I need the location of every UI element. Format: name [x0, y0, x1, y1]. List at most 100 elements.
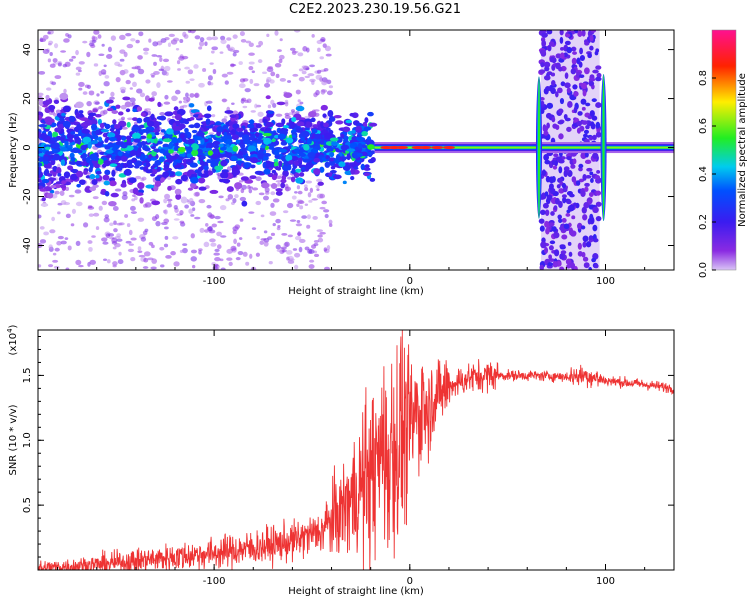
- broadband-dot: [559, 225, 565, 232]
- broadband-dot: [555, 91, 559, 98]
- spectrogram-noise-dot: [74, 189, 82, 194]
- spectrogram-noise-dot: [298, 76, 305, 82]
- spectrogram-noise-dot: [286, 202, 294, 209]
- x-tick-label: 0: [407, 276, 413, 287]
- spectrogram-signal-dot: [261, 182, 270, 189]
- spectrogram-signal-dot: [67, 165, 74, 171]
- spectrogram-noise-dot: [113, 220, 117, 225]
- broadband-dot: [588, 235, 594, 240]
- broadband-dot: [563, 223, 570, 230]
- spectrogram-signal-dot: [74, 139, 80, 144]
- broadband-dot: [584, 182, 590, 187]
- spectrogram-noise-dot: [297, 232, 302, 236]
- spectrogram-noise-dot: [301, 70, 307, 75]
- spectrogram-noise-dot: [183, 96, 187, 101]
- spectrogram-signal-dot: [115, 134, 122, 142]
- spectrogram-noise-dot: [306, 214, 311, 220]
- spectrogram-signal-dot: [107, 132, 116, 138]
- spectrogram-signal-dot: [357, 142, 363, 149]
- broadband-dot: [545, 112, 552, 119]
- spectrogram-signal-dot: [305, 163, 312, 170]
- spectrogram-noise-dot: [100, 69, 107, 75]
- broadband-dot: [548, 245, 554, 251]
- broadband-dot: [557, 214, 562, 220]
- snr-xlabel: Height of straight line (km): [288, 586, 424, 597]
- broadband-dot: [564, 117, 571, 122]
- colorbar: 0.0 0.2 0.4 0.6 0.8 Normalized spectral ampl…: [698, 29, 748, 278]
- spectrogram-noise-dot: [251, 70, 256, 74]
- spectrogram-noise-dot: [75, 201, 83, 207]
- broadband-dot: [595, 65, 602, 70]
- broadband-dot: [539, 49, 547, 55]
- spectrogram-noise-dot: [173, 218, 180, 221]
- spectrogram-noise-dot: [199, 227, 205, 233]
- spectrogram-signal-dot: [356, 136, 364, 142]
- x-tick-label: -100: [203, 276, 226, 287]
- spectrogram-noise-dot: [304, 75, 311, 79]
- spectrogram-noise-dot: [131, 198, 136, 202]
- spectrogram-noise-dot: [82, 222, 89, 228]
- spectrogram-signal-dot: [108, 200, 117, 207]
- colorbar-ticks: 0.0 0.2 0.4 0.6 0.8: [698, 70, 716, 278]
- spectrogram-signal-dot: [152, 120, 160, 128]
- spectrogram-signal-dot: [300, 166, 306, 171]
- spectrogram-noise-dot: [163, 218, 170, 224]
- broadband-dot: [570, 68, 577, 75]
- broadband-dot: [595, 76, 602, 82]
- x-tick-label: 100: [596, 276, 615, 287]
- spectrogram-signal-dot: [225, 147, 235, 153]
- spectrogram-signal-dot: [276, 101, 286, 106]
- spectrogram-signal-dot: [274, 165, 280, 171]
- spectrogram-noise-dot: [164, 193, 171, 200]
- spectrogram-noise-dot: [46, 87, 52, 91]
- spectrogram-signal-dot: [146, 120, 155, 127]
- spectrogram-signal-dot: [95, 129, 100, 135]
- broadband-dot: [564, 33, 571, 38]
- broadband-dot: [586, 167, 593, 172]
- spectrogram-noise-dot: [208, 132, 215, 135]
- spectrogram-noise-dot: [276, 175, 282, 180]
- spectrogram-noise-dot: [256, 235, 260, 240]
- broadband-dot: [545, 197, 551, 204]
- spectrogram-noise-dot: [257, 111, 264, 117]
- spectrogram-noise-dot: [190, 249, 197, 254]
- broadband-dot: [553, 205, 558, 211]
- spectrogram-signal-dot: [295, 168, 302, 173]
- broadband-dot: [549, 56, 555, 63]
- spectrogram-noise-dot: [156, 54, 163, 58]
- broadband-dot: [551, 116, 556, 123]
- spectrogram-noise-dot: [258, 40, 264, 46]
- spectrogram-noise-dot: [132, 101, 136, 106]
- spectrogram-signal-dot: [54, 190, 60, 195]
- spectrogram-signal-dot: [51, 149, 60, 154]
- spectrogram-noise-dot: [304, 184, 308, 188]
- spectrogram-noise-dot: [194, 93, 199, 98]
- spectrogram-noise-dot: [48, 40, 54, 45]
- spectrogram-noise-dot: [82, 40, 88, 44]
- spectrogram-noise-dot: [291, 50, 297, 56]
- spectrogram-noise-dot: [278, 54, 285, 60]
- spectrogram-noise-dot: [315, 74, 323, 80]
- spectrogram-signal-dot: [367, 144, 375, 150]
- spectrogram-signal-dot: [243, 139, 252, 145]
- broadband-dot: [592, 69, 599, 74]
- spectrogram-noise-dot: [150, 72, 156, 77]
- spectrogram-noise-dot: [287, 80, 292, 83]
- spectrogram-noise-dot: [223, 115, 228, 119]
- spectrogram-signal-dot: [125, 135, 132, 141]
- broadband-dot: [577, 30, 583, 37]
- spectrogram-signal-dot: [60, 158, 66, 166]
- broadband-dot: [561, 182, 567, 189]
- broadband-dot: [573, 106, 578, 114]
- spectrogram-signal-dot: [69, 173, 78, 181]
- y-tick-label: 0.5: [22, 497, 33, 513]
- spectrogram-noise-dot: [269, 211, 277, 216]
- spectrogram-signal-dot: [41, 197, 46, 202]
- spectrogram-noise-dot: [187, 69, 194, 75]
- spectrogram-noise-dot: [60, 50, 67, 53]
- colorbar-tick-label: 0.8: [698, 70, 709, 86]
- spectrogram-signal-dot: [103, 159, 111, 167]
- spectrogram-signal-dot: [190, 143, 199, 151]
- spectrogram-signal-dot: [103, 180, 110, 186]
- broadband-dot: [541, 40, 547, 47]
